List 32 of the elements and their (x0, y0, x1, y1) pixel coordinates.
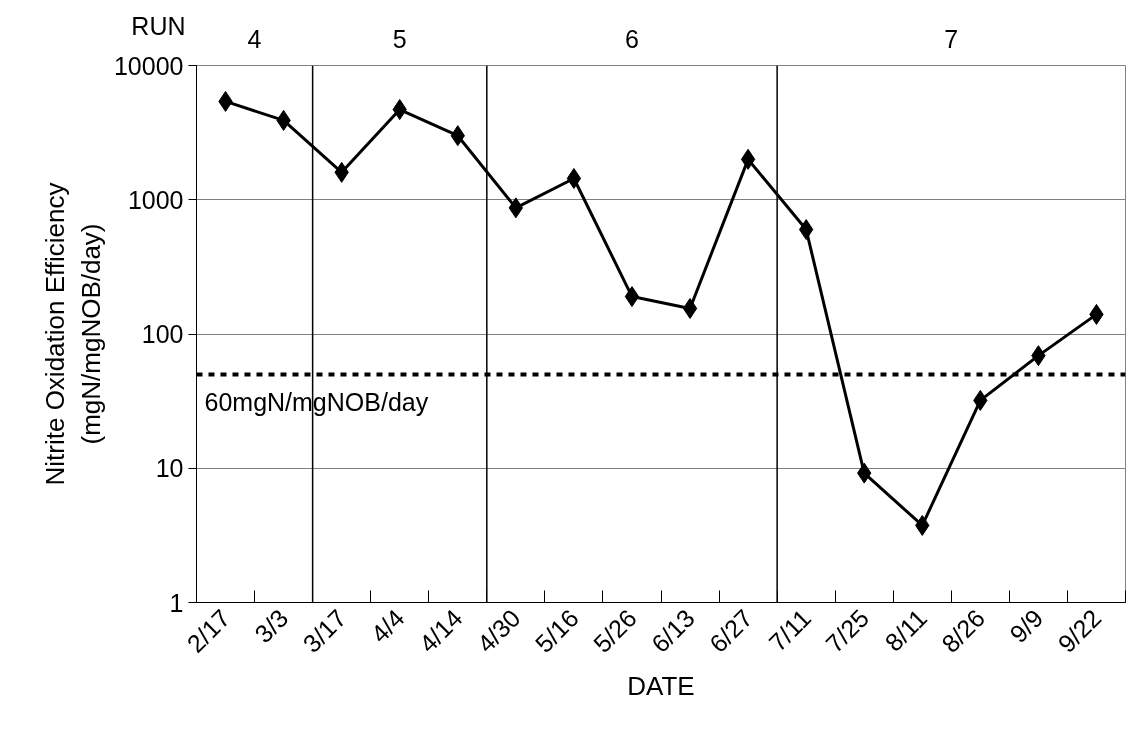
x-tick-label: 9/9 (1003, 603, 1049, 648)
text: RUN (131, 11, 186, 40)
point (682, 297, 698, 319)
x-tick-label: 7/25 (819, 603, 875, 658)
point (624, 286, 640, 308)
x-tick-label: 9/22 (1052, 603, 1107, 658)
y-tick-label: 10 (155, 454, 184, 483)
point (508, 197, 524, 219)
text: 6 (625, 25, 639, 53)
x-tick-label: 8/11 (879, 603, 933, 657)
x-tick-label: 6/27 (703, 603, 758, 658)
point (740, 148, 756, 170)
x-tick-label: 7/11 (763, 603, 817, 657)
x-tick-label: 8/26 (936, 603, 991, 658)
point (566, 167, 582, 189)
x-tick-label: 5/26 (587, 603, 642, 658)
point (798, 219, 814, 241)
x-tick-label: 4/4 (365, 603, 410, 648)
y-axis-title: Nitrite Oxidation Efficiency (mgN/mgNOB/day) (39, 182, 106, 486)
y-tick-label: 10000 (113, 51, 184, 80)
x-tick-label: 3/3 (249, 603, 294, 648)
text: 5 (392, 25, 407, 53)
x-tick-label: 5/16 (529, 603, 584, 658)
x-tick-label: 4/14 (413, 603, 468, 658)
y-tick-label: 1000 (127, 185, 184, 214)
y-tick-label: 1 (169, 588, 184, 617)
text: 4 (247, 25, 262, 53)
text: 7 (944, 25, 959, 53)
x-tick-label: 4/30 (471, 603, 526, 658)
x-axis-title: DATE (627, 670, 695, 701)
x-tick-label: 6/13 (645, 603, 700, 658)
y-tick-label: 100 (141, 320, 184, 348)
